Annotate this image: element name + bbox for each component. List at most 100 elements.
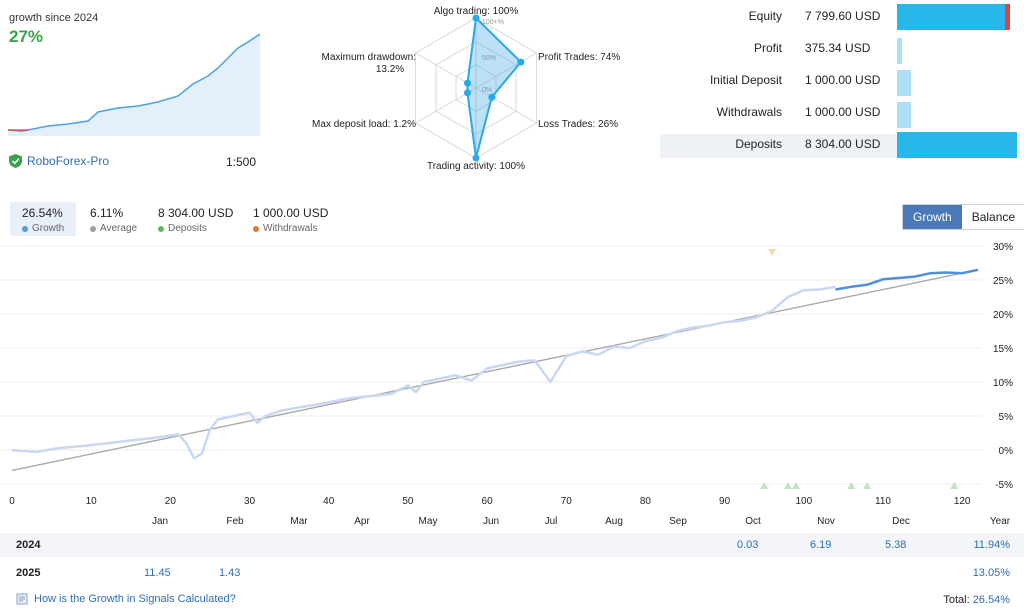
radar-point [488, 93, 496, 101]
month-header: Jul [544, 516, 558, 527]
year-total-cell[interactable]: 11.94% [973, 539, 1011, 551]
month-header: Dec [892, 516, 910, 527]
stat-row: Withdrawals 1 000.00 USD [660, 102, 1020, 128]
x-tick-label: 70 [561, 496, 573, 507]
legend-dot [22, 225, 28, 232]
month-growth-cell[interactable]: 6.19 [810, 539, 832, 551]
growth-since-label: growth since 2024 [9, 12, 99, 24]
stat-row: Equity 7 799.60 USD [660, 4, 1020, 30]
summary-tab-value: 8 304.00 USD [158, 206, 234, 220]
stat-bar [897, 70, 912, 96]
radar-point [472, 14, 480, 22]
month-header: Jun [482, 516, 500, 527]
y-tick-label: 25% [993, 276, 1013, 287]
stat-bar [897, 102, 912, 128]
stat-value: 7 799.60 USD [805, 9, 881, 23]
y-tick-label: 0% [999, 446, 1014, 457]
stat-label: Deposits [735, 137, 782, 151]
year-row: 2025 11.45 1.43 13.05% [0, 561, 1024, 585]
summary-tab-label: Average [90, 223, 137, 234]
y-tick-label: -5% [995, 480, 1013, 491]
deposit-marker [847, 482, 856, 489]
summary-tab-value: 1 000.00 USD [253, 206, 329, 220]
legend-dot [90, 225, 96, 232]
stat-row: Initial Deposit 1 000.00 USD [660, 70, 1020, 96]
total-value: 26.54% [972, 594, 1010, 606]
growth-calculation-link-text[interactable]: How is the Growth in Signals Calculated? [34, 593, 236, 605]
y-tick-label: 5% [999, 412, 1014, 423]
y-tick-label: 10% [993, 378, 1013, 389]
summary-tab-withdrawals[interactable]: 1 000.00 USD Withdrawals [241, 202, 340, 236]
summary-tab-label: Withdrawals [253, 223, 328, 234]
broker-info: RoboForex-Pro [9, 154, 109, 168]
summary-tab-label: Growth [22, 223, 64, 234]
growth-toggle-button[interactable]: Growth [903, 205, 962, 229]
month-growth-cell[interactable]: 11.45 [144, 567, 171, 579]
radar-axis-label: Algo trading: 100% [434, 6, 519, 17]
stat-row: Deposits 8 304.00 USD [660, 132, 1020, 158]
month-growth-cell[interactable]: 5.38 [885, 539, 907, 551]
stat-bar [897, 38, 902, 64]
x-tick-label: 40 [323, 496, 335, 507]
trend-line [11, 269, 979, 472]
growth-calculation-link[interactable]: How is the Growth in Signals Calculated? [16, 593, 236, 605]
year-total-cell[interactable]: 13.05% [972, 567, 1010, 579]
radar-point [517, 58, 525, 66]
radar-ring-label: 0% [482, 87, 492, 94]
x-tick-label: 80 [640, 496, 652, 507]
month-header: May [418, 516, 438, 527]
summary-tab-label: Deposits [158, 223, 233, 234]
month-header: Aug [605, 516, 623, 527]
radar-axis [475, 87, 537, 124]
month-growth-cell[interactable]: 0.03 [737, 539, 759, 551]
stat-value: 375.34 USD [805, 41, 871, 55]
y-tick-label: 20% [993, 310, 1013, 321]
radar-axis [475, 52, 537, 89]
month-header: Sep [669, 516, 687, 527]
summary-tab-value: 6.11% [90, 206, 124, 220]
month-header: Mar [290, 516, 308, 527]
growth-line-past [11, 285, 836, 460]
month-header: Oct [745, 516, 761, 527]
summary-tab-growth[interactable]: 26.54% Growth [10, 202, 77, 236]
stat-bar [897, 132, 1017, 158]
balance-toggle-button[interactable]: Balance [961, 205, 1024, 229]
broker-link[interactable]: RoboForex-Pro [27, 154, 110, 168]
summary-tab-average[interactable]: 6.11% Average [78, 202, 149, 236]
stat-row: Profit 375.34 USD [660, 38, 1020, 64]
stat-value: 8 304.00 USD [805, 137, 881, 151]
radar-chart: 100+% 50% 0% Algo trading: 100% Profit Trade… [312, 6, 620, 172]
month-growth-cell[interactable]: 1.43 [219, 567, 241, 579]
verified-shield-icon [9, 154, 22, 168]
radar-point [472, 154, 480, 162]
deposit-marker [791, 482, 800, 489]
stat-value: 1 000.00 USD [805, 73, 881, 87]
radar-axis-label: Profit Trades: 74% [538, 52, 620, 63]
year-label: 2024 [16, 539, 41, 551]
mini-growth-chart [8, 33, 260, 136]
legend-text: Growth [32, 223, 65, 234]
deposit-marker [863, 482, 872, 489]
legend-dot [158, 225, 164, 232]
radar-point [464, 79, 472, 87]
radar-axis-label: Trading activity: 100% [427, 161, 525, 172]
stat-label: Equity [748, 9, 782, 23]
stat-label: Profit [753, 41, 782, 55]
year-label: 2025 [16, 567, 41, 579]
x-tick-label: 0 [9, 496, 15, 507]
total-label: Total: [943, 594, 970, 606]
radar-ring-label: 100+% [482, 19, 504, 26]
month-header: Feb [226, 516, 244, 527]
year-row: 2024 0.03 6.19 5.38 11.94% [0, 533, 1024, 557]
withdrawal-marker [768, 249, 777, 256]
month-header: Year [989, 516, 1011, 527]
growth-value: 27% [9, 27, 44, 46]
radar-ring-label: 50% [482, 55, 496, 62]
month-header: Apr [354, 516, 370, 527]
stat-bar [897, 4, 1005, 30]
stat-bar-negative [1005, 4, 1010, 30]
legend-text: Withdrawals [263, 223, 318, 234]
deposit-marker [760, 482, 769, 489]
radar-axis-label: Loss Trades: 26% [538, 119, 618, 130]
summary-tab-deposits[interactable]: 8 304.00 USD Deposits [146, 202, 245, 236]
